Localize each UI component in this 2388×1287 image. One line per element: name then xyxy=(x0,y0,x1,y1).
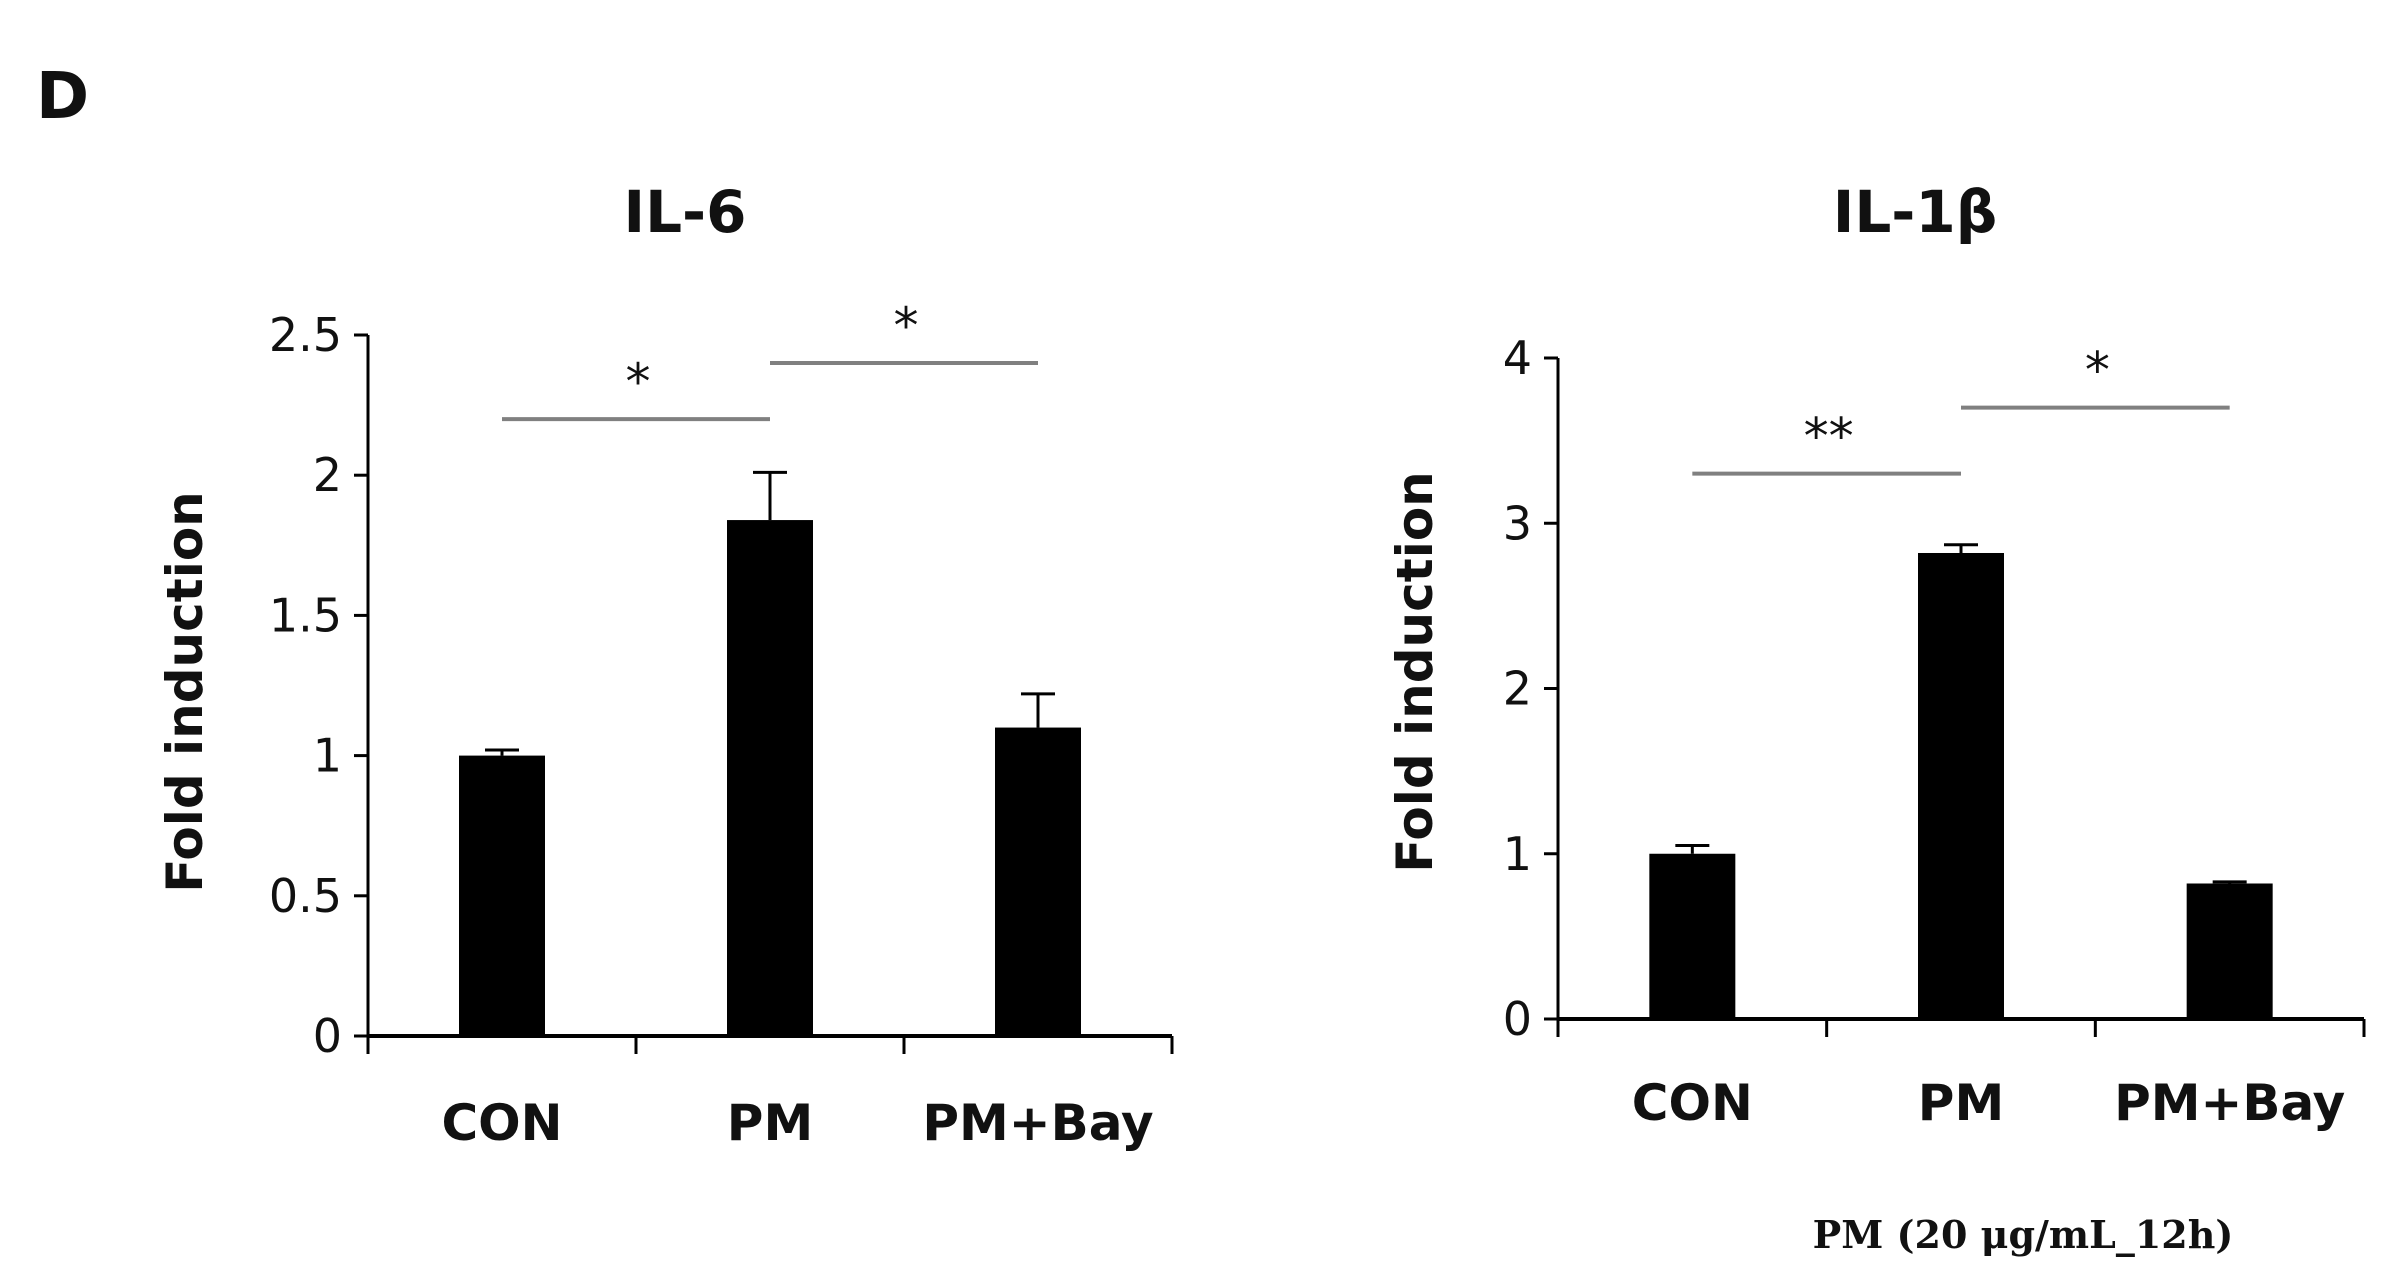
y-tick-label: 1 xyxy=(313,729,342,783)
bar-pm-bay xyxy=(995,727,1081,1036)
bar-con xyxy=(1649,853,1736,1019)
significance-label: * xyxy=(2085,342,2110,400)
chart-il6: IL-6 Fold induction 0 0.5 1 1.5 2 2.5 CON PM PM+… xyxy=(156,178,1174,1152)
bar-pm xyxy=(727,520,813,1036)
bar-pm xyxy=(1918,552,2004,1019)
chart-title: IL-6 xyxy=(624,178,747,246)
y-tick-label: 0 xyxy=(1503,992,1532,1046)
y-tick-label: 0.5 xyxy=(269,869,342,923)
y-axis-label: Fold induction xyxy=(1386,471,1444,873)
bar-con xyxy=(459,755,545,1036)
bar-pm-bay xyxy=(2186,883,2273,1019)
y-tick-label: 3 xyxy=(1503,496,1532,550)
x-tick-label: PM xyxy=(727,1094,813,1152)
y-tick-label: 2.5 xyxy=(269,308,342,362)
significance-label: ** xyxy=(1804,408,1854,466)
panel-label: D xyxy=(36,60,89,134)
y-tick-label: 2 xyxy=(1503,662,1532,716)
y-tick-label: 4 xyxy=(1503,331,1532,385)
x-tick-label: PM xyxy=(1918,1074,2004,1132)
y-tick-label: 2 xyxy=(313,448,342,502)
y-tick-label: 1 xyxy=(1503,827,1532,881)
x-tick-label: CON xyxy=(441,1094,562,1152)
x-tick-label: PM+Bay xyxy=(922,1094,1153,1152)
x-tick-label: CON xyxy=(1632,1074,1753,1132)
chart-title: IL-1β xyxy=(1833,178,1997,246)
footnote: PM (20 μg/mL_12h) xyxy=(1813,1212,2234,1257)
y-axis-label: Fold induction xyxy=(156,491,214,893)
y-tick-label: 1.5 xyxy=(269,588,342,642)
significance-label: * xyxy=(894,297,919,355)
y-tick-label: 0 xyxy=(313,1009,342,1063)
x-tick-label: PM+Bay xyxy=(2114,1074,2345,1132)
significance-label: * xyxy=(626,353,651,411)
